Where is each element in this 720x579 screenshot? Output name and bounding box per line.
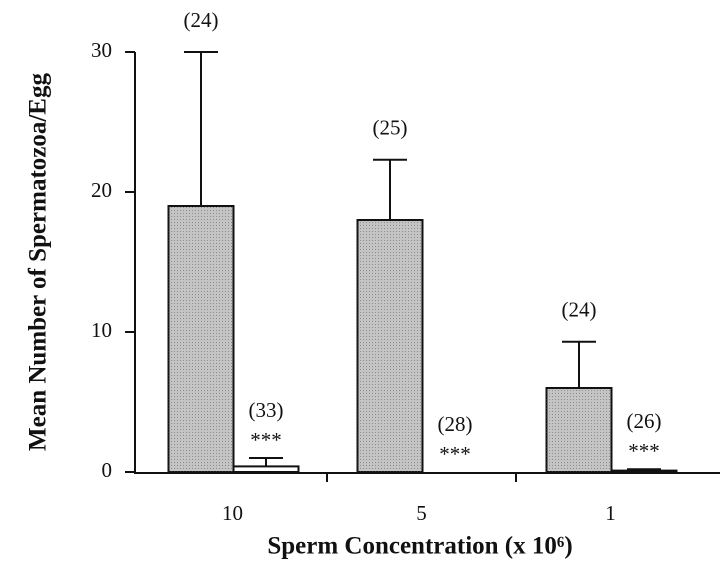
bar-texture [546,388,612,472]
bar-texture [168,206,234,472]
n-label: (25) [373,116,408,140]
n-label: (33) [249,398,284,422]
bar [232,465,300,473]
n-label: (28) [438,412,473,436]
bar-texture [357,220,423,472]
y-tick-label: 30 [91,38,112,62]
significance-label: *** [439,442,471,466]
y-tick-label: 20 [91,178,112,202]
n-label: (24) [562,298,597,322]
x-tick-label: 5 [416,501,427,525]
y-tick-label: 10 [91,318,112,342]
x-tick-label: 10 [222,501,243,525]
significance-label: *** [250,428,282,452]
significance-label: *** [628,439,660,463]
x-axis-title: Sperm Concentration (x 10⁶) [267,533,572,560]
n-label: (24) [184,8,219,32]
bar [610,469,678,474]
x-tick-label: 1 [605,501,616,525]
y-axis-title: Mean Number of Spermatozoa/Egg [25,73,52,451]
n-label: (26) [627,409,662,433]
y-tick-label: 0 [102,458,113,482]
